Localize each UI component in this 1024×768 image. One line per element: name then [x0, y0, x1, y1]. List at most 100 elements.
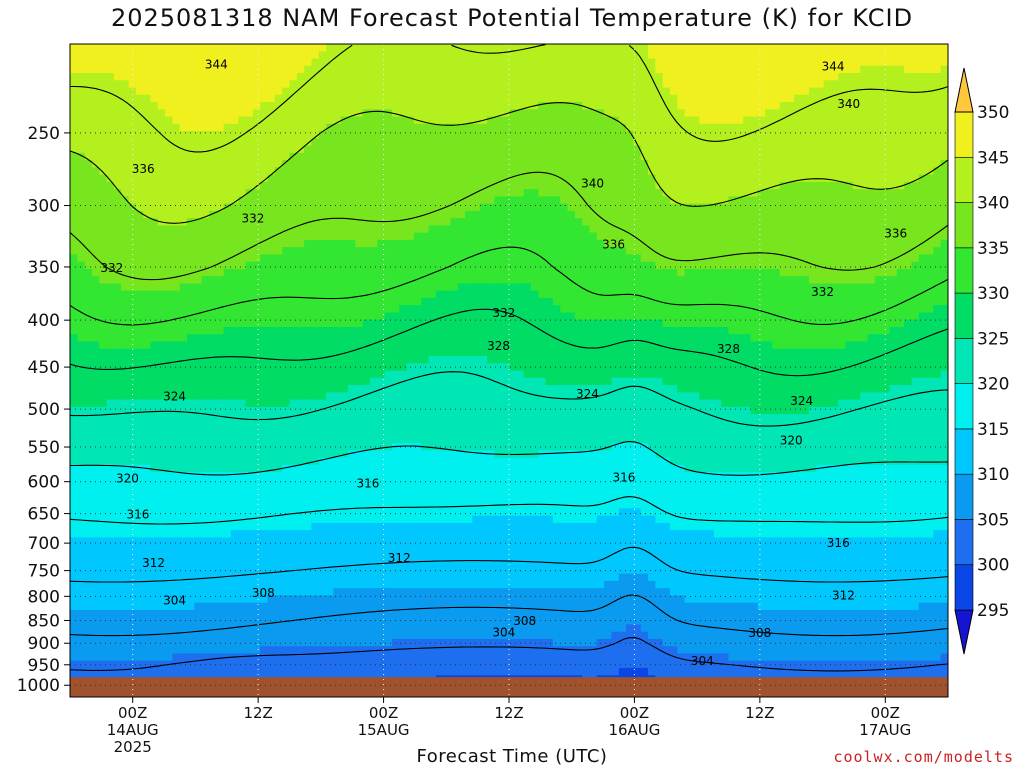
theta-cell [246, 117, 254, 125]
theta-cell [268, 341, 276, 349]
theta-cell [721, 182, 729, 190]
theta-cell [729, 66, 737, 74]
theta-cell [853, 305, 861, 313]
theta-cell [275, 262, 283, 270]
theta-cell [933, 240, 941, 248]
theta-cell [568, 51, 576, 59]
theta-cell [187, 124, 195, 132]
theta-cell [436, 218, 444, 226]
theta-cell [143, 254, 151, 262]
theta-cell [897, 312, 905, 320]
theta-cell [180, 262, 188, 270]
theta-cell [465, 109, 473, 117]
theta-cell [692, 88, 700, 96]
theta-cell [780, 291, 788, 299]
theta-cell [253, 102, 261, 110]
theta-cell [363, 131, 371, 139]
theta-cell [304, 146, 312, 154]
theta-cell [494, 276, 502, 284]
theta-cell [546, 146, 554, 154]
theta-cell [494, 117, 502, 125]
theta-cell [385, 247, 393, 255]
theta-cell [707, 138, 715, 146]
theta-cell [355, 51, 363, 59]
theta-cell [165, 146, 173, 154]
theta-cell [121, 298, 129, 306]
theta-cell [355, 44, 363, 52]
theta-cell [231, 117, 239, 125]
theta-cell [538, 262, 546, 270]
theta-cell [450, 160, 458, 168]
theta-cell [714, 44, 722, 52]
theta-cell [860, 196, 868, 204]
theta-cell [736, 59, 744, 67]
theta-cell [699, 80, 707, 88]
theta-cell [904, 102, 912, 110]
theta-cell [253, 262, 261, 270]
theta-cell [729, 109, 737, 117]
theta-cell [180, 73, 188, 81]
theta-cell [546, 298, 554, 306]
theta-cell [480, 44, 488, 52]
theta-cell [92, 95, 100, 103]
theta-cell [121, 341, 129, 349]
theta-cell [714, 73, 722, 81]
theta-cell [904, 204, 912, 212]
theta-cell [150, 196, 158, 204]
theta-cell [611, 327, 619, 335]
theta-cell [129, 341, 137, 349]
theta-cell [304, 341, 312, 349]
theta-cell [721, 73, 729, 81]
theta-cell [216, 153, 224, 161]
theta-cell [546, 95, 554, 103]
theta-cell [319, 44, 327, 52]
theta-cell [838, 334, 846, 342]
theta-cell [824, 196, 832, 204]
theta-cell [699, 95, 707, 103]
theta-cell [641, 283, 649, 291]
theta-cell [114, 175, 122, 183]
theta-cell [121, 204, 129, 212]
theta-cell [385, 153, 393, 161]
theta-cell [392, 196, 400, 204]
theta-cell [626, 283, 634, 291]
theta-cell [260, 247, 268, 255]
theta-cell [107, 153, 115, 161]
theta-cell [655, 262, 663, 270]
theta-cell [714, 117, 722, 125]
theta-cell [794, 131, 802, 139]
theta-cell [99, 131, 107, 139]
theta-cell [516, 117, 524, 125]
theta-cell [385, 95, 393, 103]
theta-cell [209, 298, 217, 306]
theta-cell [699, 117, 707, 125]
theta-cell [99, 276, 107, 284]
theta-cell [765, 269, 773, 277]
theta-cell [692, 247, 700, 255]
theta-cell [926, 312, 934, 320]
theta-cell [904, 262, 912, 270]
theta-cell [77, 51, 85, 59]
theta-cell [187, 102, 195, 110]
theta-cell [260, 51, 268, 59]
theta-cell [297, 182, 305, 190]
theta-cell [633, 269, 641, 277]
theta-cell [765, 51, 773, 59]
theta-cell [348, 276, 356, 284]
theta-cell [729, 117, 737, 125]
theta-cell [904, 153, 912, 161]
theta-cell [209, 160, 217, 168]
theta-cell [787, 44, 795, 52]
theta-cell [85, 218, 93, 226]
theta-cell [341, 73, 349, 81]
theta-cell [202, 233, 210, 241]
theta-cell [502, 320, 510, 328]
theta-cell [546, 269, 554, 277]
theta-cell [589, 44, 597, 52]
theta-cell [202, 124, 210, 132]
theta-cell [524, 327, 532, 335]
theta-cell [99, 312, 107, 320]
theta-cell [377, 196, 385, 204]
theta-cell [882, 189, 890, 197]
theta-cell [531, 124, 539, 132]
